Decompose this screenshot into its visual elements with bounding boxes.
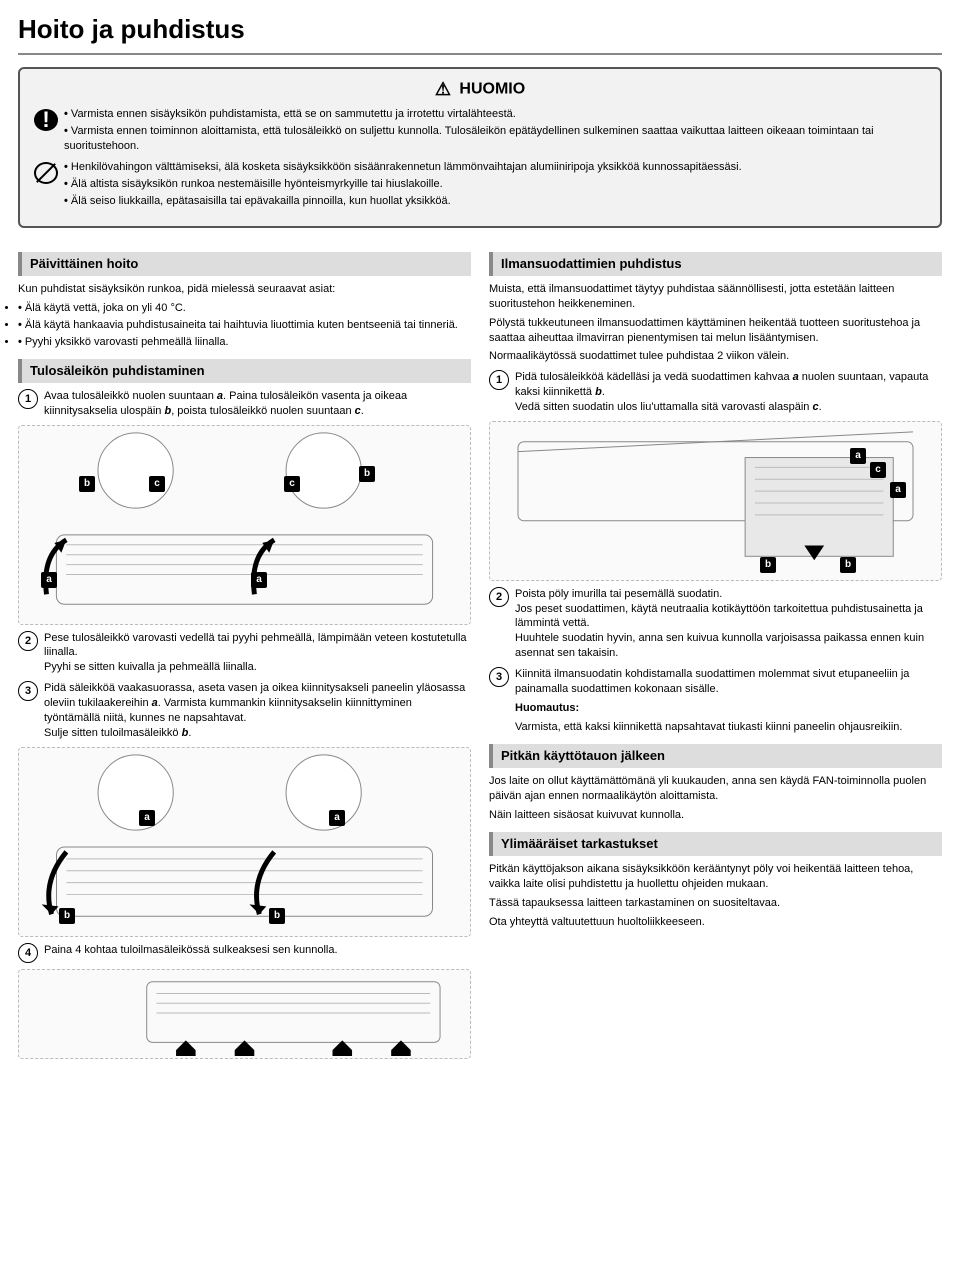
t: . [188,727,191,739]
step-text: Poista pöly imurilla tai pesemällä suoda… [515,587,942,661]
t: . [819,401,822,413]
diagram-inlet-open: b c c b a a [18,425,471,625]
p: Pölystä tukkeutuneen ilmansuodattimen kä… [489,316,942,346]
section-inlet-clean: Tulosäleikön puhdistaminen [18,359,471,383]
note-label: Huomautus: [515,702,579,714]
exclamation-icon: ! [34,109,58,131]
step-text: Pidä säleikköä vaakasuorassa, aseta vase… [44,681,471,740]
step-text: Avaa tulosäleikkö nuolen suuntaan a. Pai… [44,389,471,419]
notice-heading: ⚠ HUOMIO [34,77,926,101]
callout-a: a [890,482,906,498]
t: Jos peset suodattimen, käytä neutraalia … [515,603,923,630]
list-item: Pyyhi yksikkö varovasti pehmeällä liinal… [18,335,471,350]
prohibit-icon [34,162,58,184]
step-2: 2 Pese tulosäleikkö varovasti vedellä ta… [18,631,471,676]
step-text: Paina 4 kohtaa tuloilmasäleikössä sulkea… [44,943,471,958]
notice-item: Varmista ennen toiminnon aloittamista, e… [64,124,926,154]
diagram-filter-pull: a a c b b [489,421,942,581]
step-number: 1 [489,370,509,390]
r-step-2: 2 Poista pöly imurilla tai pesemällä suo… [489,587,942,661]
notice-group-2: Henkilövahingon välttämiseksi, älä koske… [64,160,742,211]
t: Avaa tulosäleikkö nuolen suuntaan [44,390,217,402]
step-text: Pidä tulosäleikköä kädelläsi ja vedä suo… [515,370,942,415]
ref: b [595,386,602,398]
callout-b: b [760,557,776,573]
callout-a: a [850,448,866,464]
step-number: 4 [18,943,38,963]
list-item: Älä käytä hankaavia puhdistusaineita tai… [18,318,471,333]
step-text: Kiinnitä ilmansuodatin kohdistamalla suo… [515,667,942,734]
step-4: 4 Paina 4 kohtaa tuloilmasäleikössä sulk… [18,943,471,963]
callout-a: a [139,810,155,826]
callout-a: a [329,810,345,826]
section-after-long: Pitkän käyttötauon jälkeen [489,744,942,768]
callout-a: a [41,572,57,588]
notice-item: Älä altista sisäyksikön runkoa nestemäis… [64,177,742,192]
callout-b: b [840,557,856,573]
t: Kiinnitä ilmansuodatin kohdistamalla suo… [515,668,909,695]
step-3: 3 Pidä säleikköä vaakasuorassa, aseta va… [18,681,471,740]
notice-item: Varmista ennen sisäyksikön puhdistamista… [64,107,926,122]
p: Muista, että ilmansuodattimet täytyy puh… [489,282,942,312]
step-number: 1 [18,389,38,409]
diagram-inlet-close: a a b b [18,747,471,937]
diagram-press-points [18,969,471,1059]
t: Huuhtele suodatin hyvin, anna sen kuivua… [515,632,924,659]
right-column: Ilmansuodattimien puhdistus Muista, että… [489,242,942,1058]
callout-b: b [59,908,75,924]
p: Tässä tapauksessa laitteen tarkastaminen… [489,896,942,911]
notice-item: Älä seiso liukkailla, epätasaisilla tai … [64,194,742,209]
t: . [602,386,605,398]
t: Varmista, että kaksi kiinnikettä napsaht… [515,721,902,733]
step-1: 1 Avaa tulosäleikkö nuolen suuntaan a. P… [18,389,471,419]
left-column: Päivittäinen hoito Kun puhdistat sisäyks… [18,242,471,1058]
section-extra-checks: Ylimääräiset tarkastukset [489,832,942,856]
t: Vedä sitten suodatin ulos liu'uttamalla … [515,401,812,413]
t: , poista tulosäleikkö nuolen suuntaan [171,405,354,417]
callout-b: b [269,908,285,924]
notice-box: ⚠ HUOMIO ! Varmista ennen sisäyksikön pu… [18,67,942,228]
warning-triangle-icon: ⚠ [435,77,451,101]
t: Pese tulosäleikkö varovasti vedellä tai … [44,632,467,659]
p: Ota yhteyttä valtuutettuun huoltoliikkee… [489,915,942,930]
t: Pidä tulosäleikköä kädelläsi ja vedä suo… [515,371,793,383]
step-number: 2 [489,587,509,607]
step-number: 2 [18,631,38,651]
step-number: 3 [489,667,509,687]
callout-c: c [284,476,300,492]
callout-c: c [149,476,165,492]
t: Sulje sitten tuloilmasäleikkö [44,727,182,739]
r-step-3: 3 Kiinnitä ilmansuodatin kohdistamalla s… [489,667,942,734]
notice-group-1: Varmista ennen sisäyksikön puhdistamista… [64,107,926,156]
t: Pyyhi se sitten kuivalla ja pehmeällä li… [44,661,257,673]
section-filter-clean: Ilmansuodattimien puhdistus [489,252,942,276]
p: Normaalikäytössä suodattimet tulee puhdi… [489,349,942,364]
callout-c: c [870,462,886,478]
page-title: Hoito ja puhdistus [18,12,942,55]
callout-b: b [79,476,95,492]
step-text: Pese tulosäleikkö varovasti vedellä tai … [44,631,471,676]
t: Poista pöly imurilla tai pesemällä suoda… [515,588,722,600]
p: Pitkän käyttöjakson aikana sisäyksikköön… [489,862,942,892]
list-item: Älä käytä vettä, joka on yli 40 °C. [18,301,471,316]
daily-care-intro: Kun puhdistat sisäyksikön runkoa, pidä m… [18,282,471,297]
step-number: 3 [18,681,38,701]
callout-b: b [359,466,375,482]
notice-heading-text: HUOMIO [459,80,525,97]
daily-care-list: Älä käytä vettä, joka on yli 40 °C. Älä … [18,301,471,350]
section-daily-care: Päivittäinen hoito [18,252,471,276]
t: . [361,405,364,417]
notice-item: Henkilövahingon välttämiseksi, älä koske… [64,160,742,175]
p: Jos laite on ollut käyttämättömänä yli k… [489,774,942,804]
callout-a: a [251,572,267,588]
r-step-1: 1 Pidä tulosäleikköä kädelläsi ja vedä s… [489,370,942,415]
p: Näin laitteen sisäosat kuivuvat kunnolla… [489,808,942,823]
